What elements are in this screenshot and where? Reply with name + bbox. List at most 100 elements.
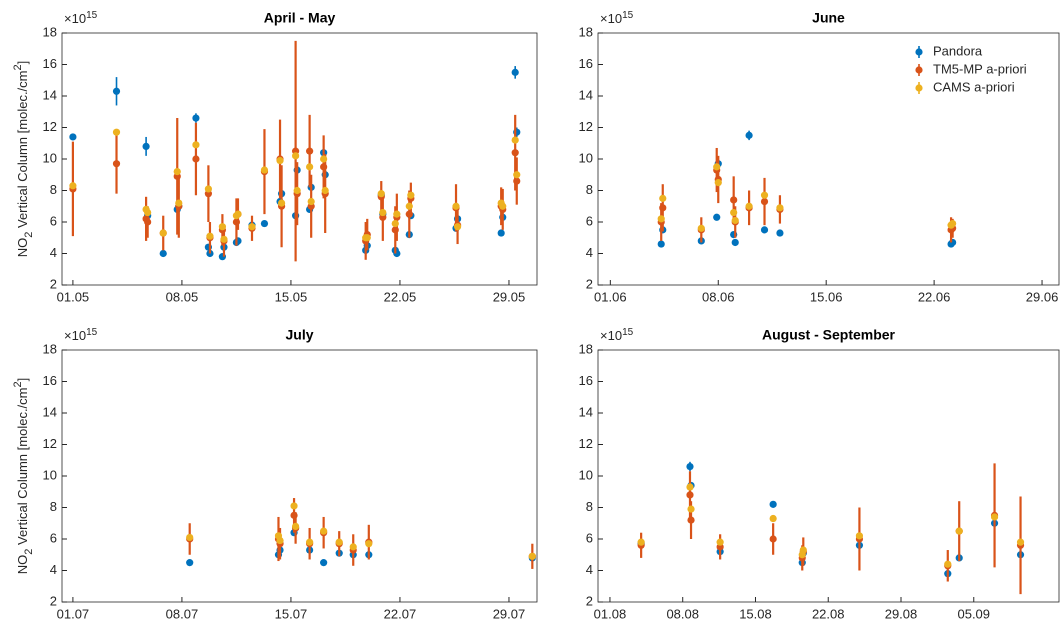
y-tick-label: 18 xyxy=(43,24,57,39)
y-axis-label-part: 2 xyxy=(23,232,35,238)
data-point xyxy=(511,68,519,76)
x-tick-label: 01.06 xyxy=(594,289,627,304)
data-point xyxy=(69,133,77,141)
x-tick-label: 15.05 xyxy=(275,289,308,304)
data-point xyxy=(393,210,401,218)
x-tick-label: 01.08 xyxy=(594,606,627,621)
data-point xyxy=(511,136,519,144)
data-point xyxy=(637,538,645,546)
data-point xyxy=(713,213,721,221)
multiplier-exponent: 15 xyxy=(622,327,634,338)
data-point xyxy=(686,483,694,491)
y-tick-label: 16 xyxy=(43,56,57,71)
y-tick-label: 6 xyxy=(50,213,57,228)
y-axis-label-part: Vertical Column [molec./cm xyxy=(15,71,30,232)
y-axis-label: NO2 Vertical Column [molec./cm2] xyxy=(12,378,35,574)
y-tick-label: 8 xyxy=(50,499,57,514)
data-point xyxy=(528,552,536,560)
x-tick-label: 15.07 xyxy=(275,606,308,621)
y-axis-label: NO2 Vertical Column [molec./cm2] xyxy=(12,61,35,257)
multiplier-exponent: 15 xyxy=(622,10,634,21)
data-point xyxy=(307,197,315,206)
data-point xyxy=(1016,538,1025,546)
y-tick-label: 10 xyxy=(579,150,593,165)
data-point xyxy=(511,149,519,157)
data-point xyxy=(452,202,460,210)
data-point xyxy=(657,240,665,248)
data-point xyxy=(112,160,121,168)
data-point xyxy=(335,538,343,546)
x-tick-label: 01.05 xyxy=(57,289,90,304)
data-point xyxy=(144,218,152,226)
y-tick-label: 10 xyxy=(579,467,593,482)
y-tick-label: 8 xyxy=(50,182,57,197)
y-tick-label: 4 xyxy=(50,245,57,260)
chart-title: August - September xyxy=(762,327,896,343)
y-tick-label: 18 xyxy=(579,341,593,356)
x-tick-label: 22.05 xyxy=(384,289,417,304)
y-axis-label-part: NO xyxy=(15,555,30,575)
data-point xyxy=(990,513,999,521)
x-tick-label: 01.07 xyxy=(57,606,90,621)
x-tick-label: 08.08 xyxy=(666,606,699,621)
y-tick-label: 18 xyxy=(579,24,593,39)
multiplier-base: ×10 xyxy=(600,11,622,26)
data-point xyxy=(955,527,963,535)
y-tick-label: 14 xyxy=(43,87,57,102)
data-point xyxy=(769,514,777,523)
y-tick-label: 8 xyxy=(586,182,593,197)
data-point xyxy=(776,229,784,237)
data-point xyxy=(405,202,413,210)
y-multiplier: ×1015 xyxy=(64,10,98,27)
data-point xyxy=(186,533,194,542)
data-point xyxy=(686,491,694,499)
y-axis-label-part: 2 xyxy=(12,381,24,387)
data-point xyxy=(769,500,777,508)
data-point xyxy=(173,168,181,176)
data-point xyxy=(292,522,300,531)
data-point xyxy=(306,538,314,546)
y-tick-label: 12 xyxy=(43,436,57,451)
data-point xyxy=(218,223,227,231)
x-tick-label: 15.06 xyxy=(810,289,843,304)
data-point xyxy=(306,147,314,155)
multiplier-base: ×10 xyxy=(600,328,622,343)
data-point xyxy=(206,232,214,240)
y-tick-label: 4 xyxy=(586,245,593,260)
y-tick-label: 4 xyxy=(50,562,57,577)
data-point xyxy=(112,128,121,136)
legend-marker xyxy=(915,66,923,74)
data-point xyxy=(306,163,314,171)
legend-label: Pandora xyxy=(933,43,983,58)
multiplier-base: ×10 xyxy=(64,11,86,26)
data-point xyxy=(112,87,121,95)
y-multiplier: ×1015 xyxy=(600,10,634,27)
multiplier-base: ×10 xyxy=(64,328,86,343)
x-tick-label: 08.06 xyxy=(702,289,735,304)
y-tick-label: 10 xyxy=(43,467,57,482)
x-tick-label: 15.08 xyxy=(739,606,772,621)
data-point xyxy=(499,202,507,210)
data-point xyxy=(69,182,77,190)
data-point xyxy=(192,141,200,149)
y-tick-label: 12 xyxy=(579,119,593,134)
x-tick-label: 29.07 xyxy=(493,606,526,621)
y-tick-label: 16 xyxy=(579,373,593,388)
multiplier-exponent: 15 xyxy=(86,327,98,338)
data-point xyxy=(260,219,269,228)
data-point xyxy=(277,199,286,207)
y-tick-label: 6 xyxy=(586,530,593,545)
data-point xyxy=(320,155,328,163)
data-point xyxy=(391,219,399,228)
data-point xyxy=(248,223,256,231)
y-axis-label-part: Vertical Column [molec./cm xyxy=(15,388,30,549)
data-point xyxy=(716,538,724,546)
data-point xyxy=(513,177,521,185)
plot-area xyxy=(61,32,538,286)
data-point xyxy=(159,249,167,258)
y-tick-label: 8 xyxy=(586,499,593,514)
plot-area xyxy=(61,349,538,603)
data-point xyxy=(855,532,864,540)
y-axis-label-part: 2 xyxy=(23,549,35,555)
